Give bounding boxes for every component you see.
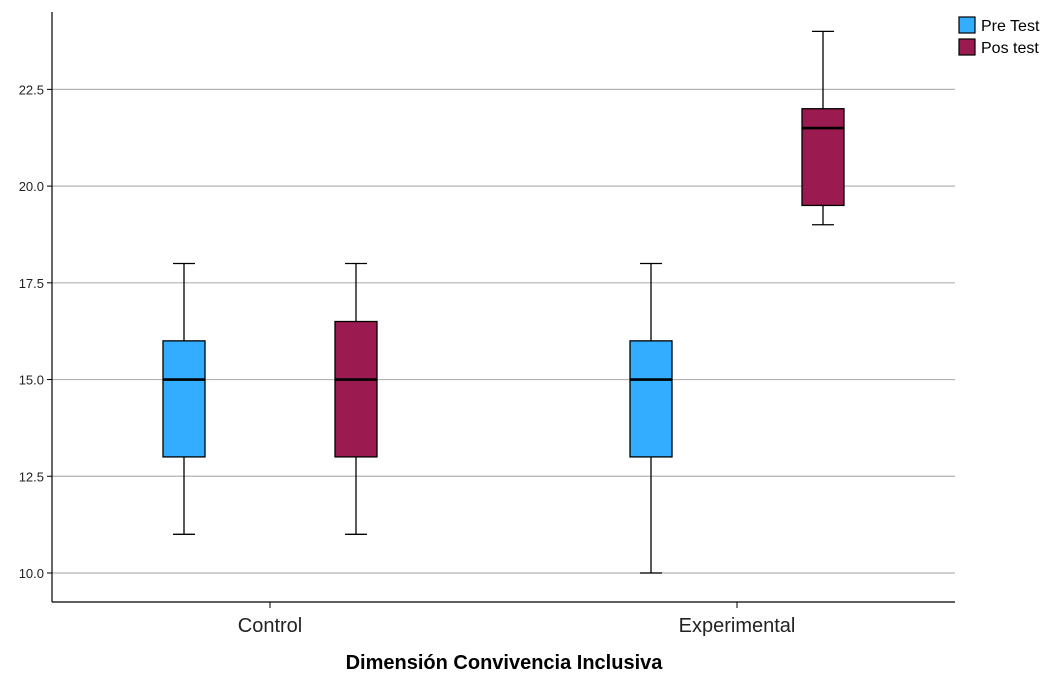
y-tick-label: 10.0 xyxy=(19,566,44,581)
y-tick-label: 12.5 xyxy=(19,469,44,484)
x-tick-label: Experimental xyxy=(679,615,796,637)
y-tick-label: 22.5 xyxy=(19,82,44,97)
y-tick-label: 17.5 xyxy=(19,276,44,291)
iqr-box xyxy=(629,340,673,458)
y-tick-label: 20.0 xyxy=(19,179,44,194)
iqr-box xyxy=(334,320,378,458)
x-tick-label: Control xyxy=(238,615,302,637)
box-pre-test-control xyxy=(162,262,206,535)
box-pos-test-experimental xyxy=(801,30,845,226)
legend: Pre Test Pos test xyxy=(958,16,1040,57)
y-tick-label: 15.0 xyxy=(19,373,44,388)
legend-label: Pre Test xyxy=(981,18,1040,35)
legend-label: Pos test xyxy=(981,40,1039,57)
legend-swatch xyxy=(958,16,976,34)
iqr-box xyxy=(162,340,206,458)
iqr-box xyxy=(801,108,845,207)
category-labels: Control Experimental xyxy=(238,615,796,637)
axes xyxy=(47,12,955,608)
box-pre-test-experimental xyxy=(629,262,673,574)
box-pos-test-control xyxy=(334,262,378,535)
boxes xyxy=(162,30,845,574)
y-tick-labels: 10.0 12.5 15.0 17.5 20.0 22.5 xyxy=(19,82,44,581)
legend-swatch xyxy=(958,38,976,56)
x-axis-title: Dimensión Convivencia Inclusiva xyxy=(346,652,664,674)
